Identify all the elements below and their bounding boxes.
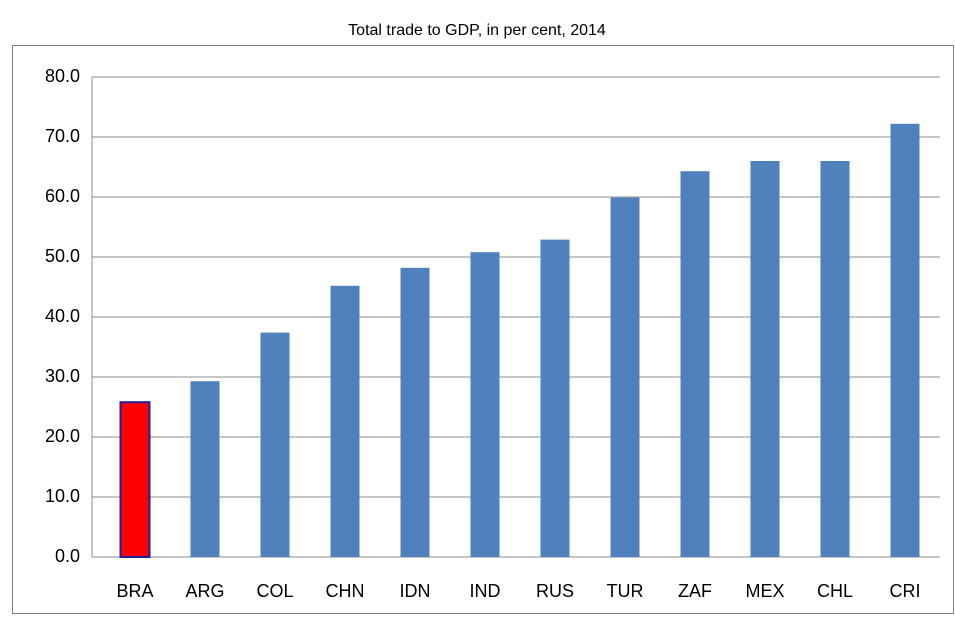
x-tick-label: COL (256, 581, 293, 601)
bar (610, 197, 640, 557)
y-tick-label: 20.0 (45, 426, 80, 446)
bar (260, 332, 290, 557)
bar (470, 252, 500, 557)
x-tick-label: IND (470, 581, 501, 601)
x-tick-label: TUR (607, 581, 644, 601)
x-tick-label: CHN (326, 581, 365, 601)
y-tick-label: 80.0 (45, 66, 80, 86)
x-tick-label: BRA (116, 581, 153, 601)
x-tick-label: RUS (536, 581, 574, 601)
x-tick-label: CRI (890, 581, 921, 601)
x-tick-label: CHL (817, 581, 853, 601)
bar (820, 161, 850, 557)
x-tick-label: ARG (185, 581, 224, 601)
x-tick-label: ZAF (678, 581, 712, 601)
y-tick-label: 50.0 (45, 246, 80, 266)
bar (190, 381, 220, 557)
x-tick-label: IDN (400, 581, 431, 601)
chart-frame (12, 45, 954, 614)
bar (680, 171, 710, 557)
y-tick-label: 10.0 (45, 486, 80, 506)
x-tick-label: MEX (745, 581, 784, 601)
bar (119, 401, 151, 559)
bar (750, 161, 780, 557)
bar (890, 123, 920, 558)
y-tick-label: 60.0 (45, 186, 80, 206)
y-tick-label: 70.0 (45, 126, 80, 146)
bar (400, 267, 430, 557)
bar (330, 285, 360, 557)
bar (540, 239, 570, 557)
y-tick-label: 0.0 (55, 546, 80, 566)
chart-title: Total trade to GDP, in per cent, 2014 (348, 22, 606, 39)
y-tick-label: 40.0 (45, 306, 80, 326)
y-tick-label: 30.0 (45, 366, 80, 386)
